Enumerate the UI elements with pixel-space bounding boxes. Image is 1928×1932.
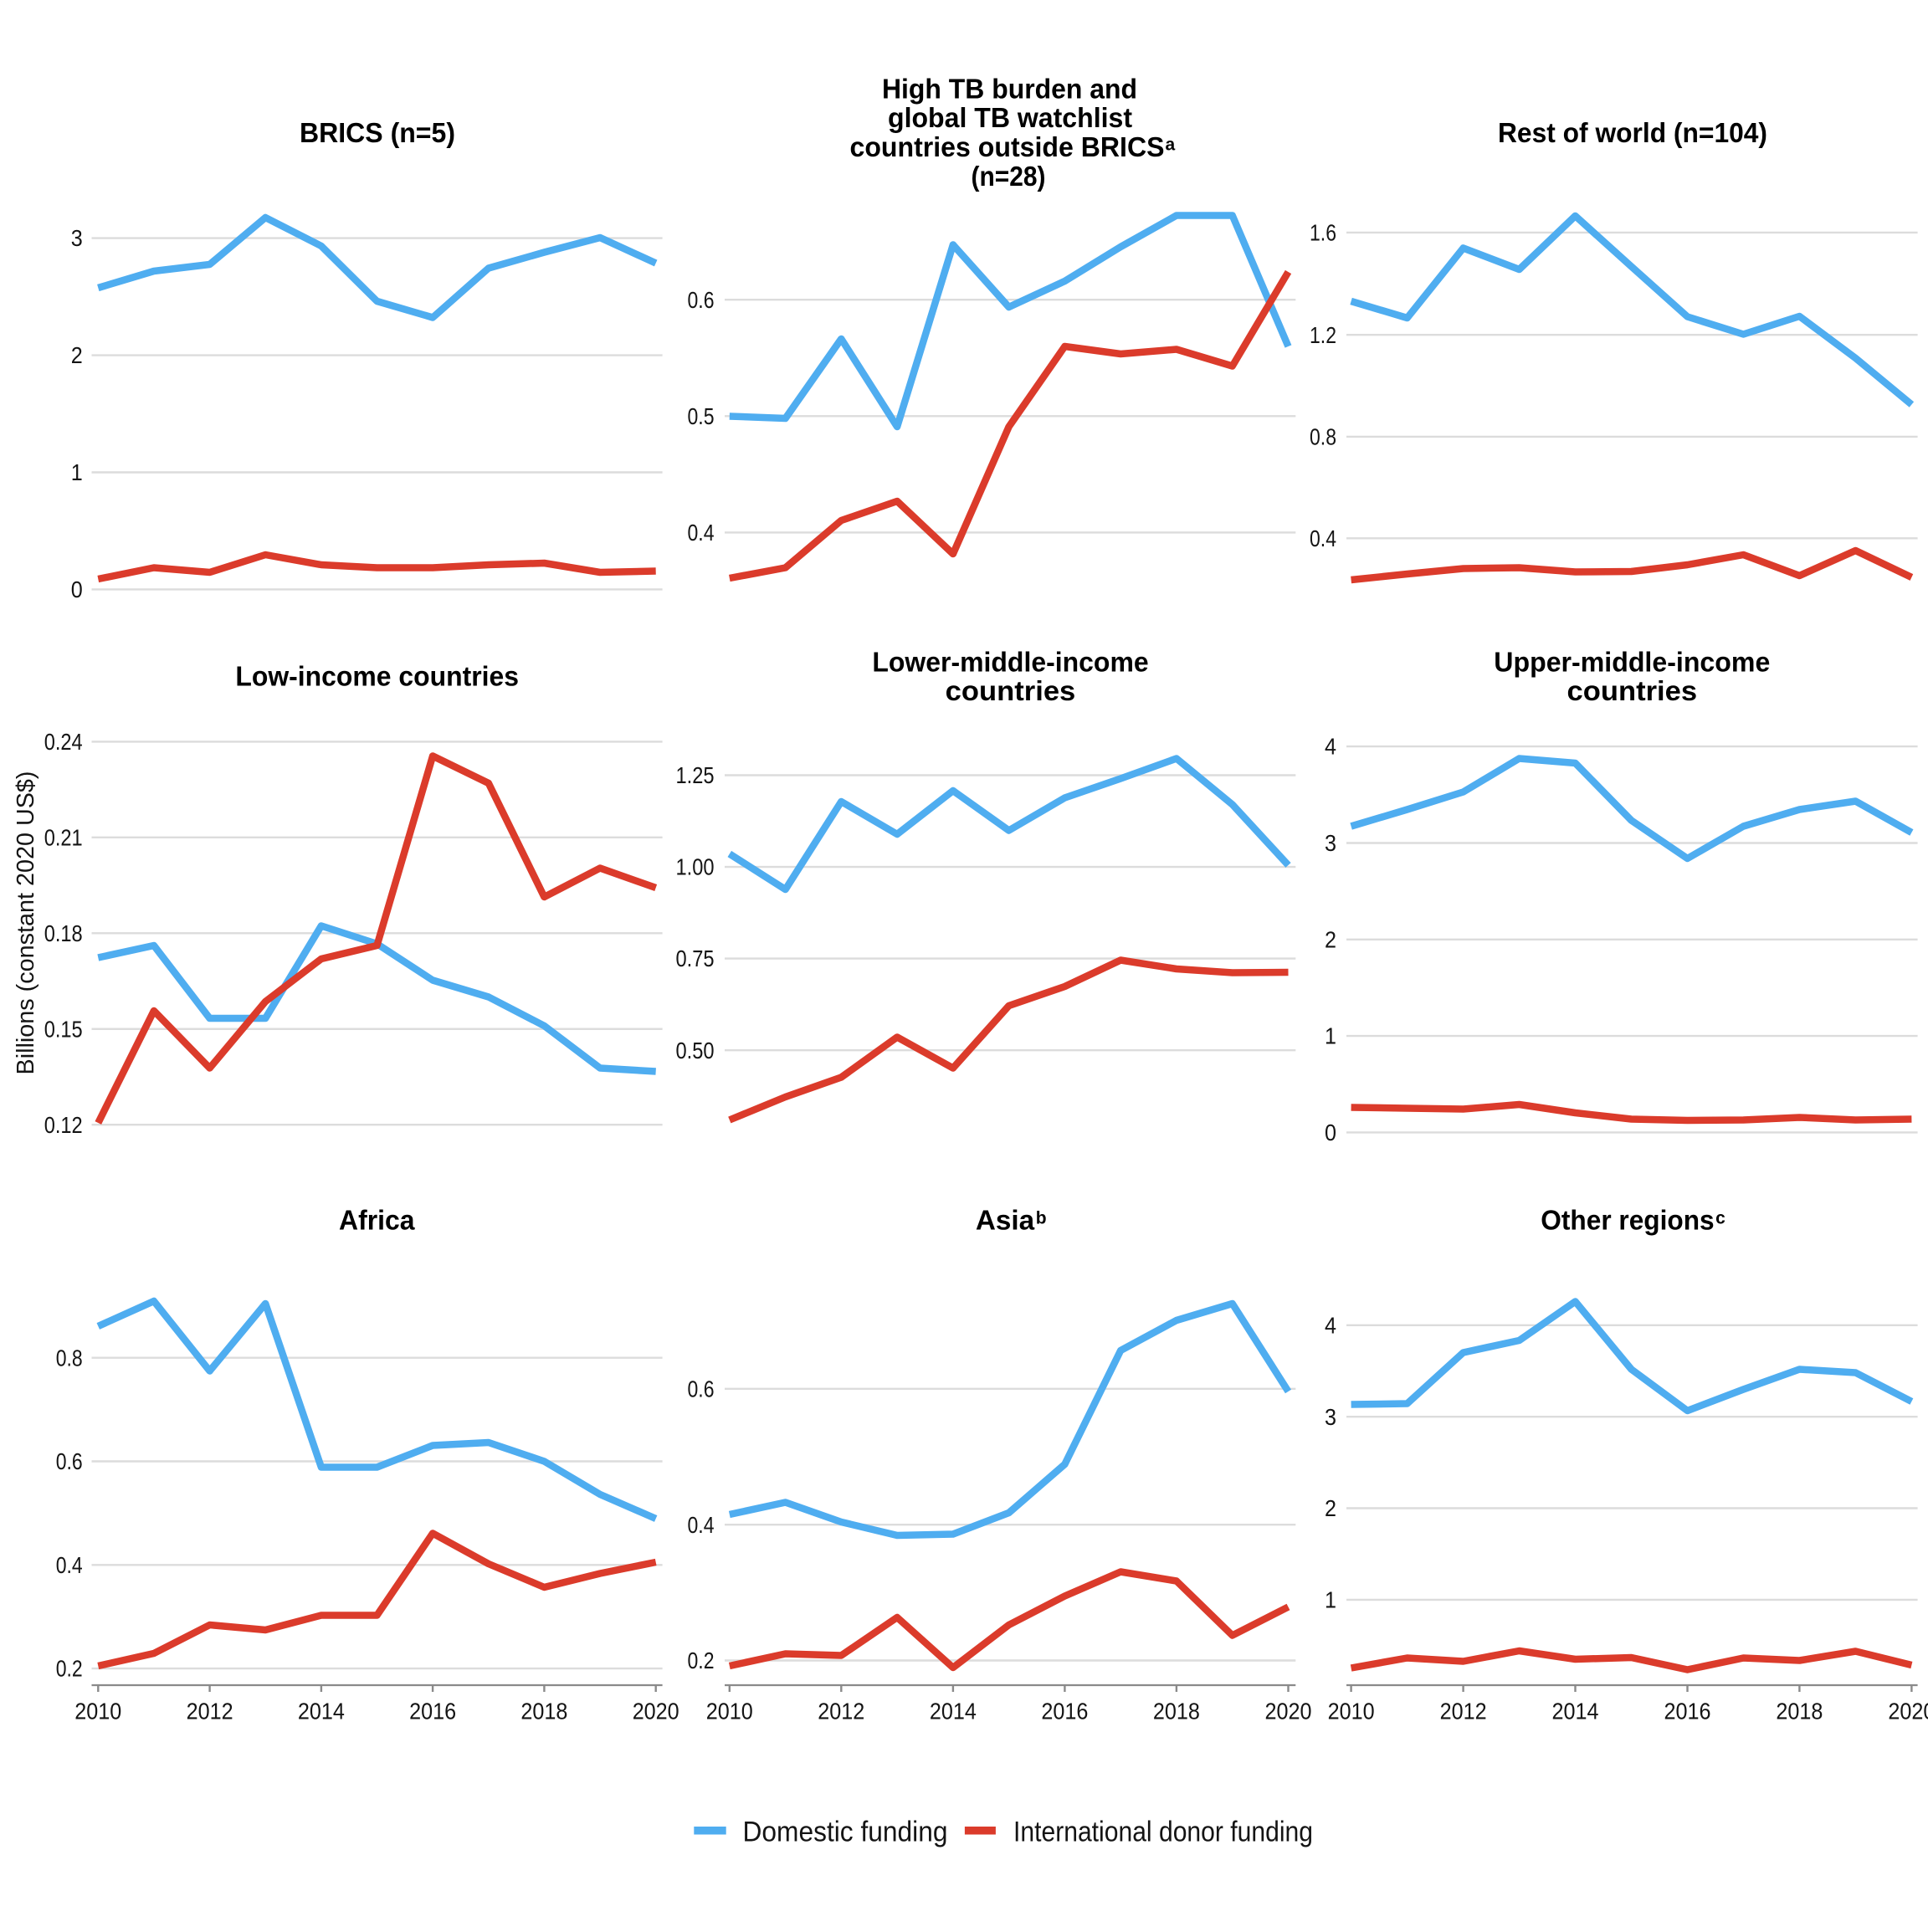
svg-text:2018: 2018 xyxy=(520,1699,567,1724)
svg-text:2012: 2012 xyxy=(818,1699,864,1724)
svg-text:0.4: 0.4 xyxy=(688,1512,715,1538)
svg-text:0.6: 0.6 xyxy=(688,1376,715,1402)
svg-text:BRICS (n=5): BRICS (n=5) xyxy=(300,117,455,148)
svg-text:0: 0 xyxy=(1325,1120,1336,1145)
svg-text:3: 3 xyxy=(1325,1404,1336,1430)
svg-text:0.2: 0.2 xyxy=(56,1656,83,1682)
svg-text:0.8: 0.8 xyxy=(1310,424,1336,450)
svg-text:Domestic funding: Domestic funding xyxy=(743,1817,948,1848)
svg-text:1: 1 xyxy=(1325,1587,1336,1613)
svg-text:3: 3 xyxy=(71,225,83,251)
svg-text:0.8: 0.8 xyxy=(56,1345,83,1371)
svg-text:2020: 2020 xyxy=(1888,1699,1928,1724)
svg-text:(n=28): (n=28) xyxy=(972,161,1046,192)
svg-text:1.2: 1.2 xyxy=(1310,322,1336,348)
svg-text:2014: 2014 xyxy=(298,1699,345,1724)
svg-text:0.18: 0.18 xyxy=(44,920,83,946)
svg-text:2014: 2014 xyxy=(1552,1699,1599,1724)
svg-text:Low-income countries: Low-income countries xyxy=(235,661,519,692)
svg-text:0.6: 0.6 xyxy=(688,287,715,313)
svg-text:2010: 2010 xyxy=(706,1699,753,1724)
svg-text:1.25: 1.25 xyxy=(676,762,715,788)
svg-text:2014: 2014 xyxy=(930,1699,977,1724)
svg-text:0.4: 0.4 xyxy=(1310,525,1336,551)
svg-text:2: 2 xyxy=(71,342,83,368)
svg-text:Other regions: Other regions xyxy=(1541,1205,1714,1236)
svg-text:c: c xyxy=(1715,1208,1725,1227)
svg-text:0.50: 0.50 xyxy=(676,1038,715,1063)
svg-text:2012: 2012 xyxy=(187,1699,233,1724)
svg-text:countries outside BRICS: countries outside BRICS xyxy=(850,131,1165,162)
svg-text:1: 1 xyxy=(1325,1023,1336,1049)
svg-text:countries: countries xyxy=(946,675,1076,706)
svg-text:global TB watchlist: global TB watchlist xyxy=(888,102,1132,133)
svg-text:3: 3 xyxy=(1325,830,1336,856)
svg-text:Africa: Africa xyxy=(339,1205,415,1236)
svg-text:a: a xyxy=(1166,136,1176,155)
svg-text:2016: 2016 xyxy=(1041,1699,1088,1724)
svg-text:2012: 2012 xyxy=(1440,1699,1487,1724)
svg-text:4: 4 xyxy=(1325,734,1336,760)
svg-text:Billions (constant 2020 US$): Billions (constant 2020 US$) xyxy=(13,771,39,1075)
svg-text:2016: 2016 xyxy=(1664,1699,1711,1724)
svg-text:0.6: 0.6 xyxy=(56,1448,83,1474)
svg-text:2010: 2010 xyxy=(1328,1699,1375,1724)
svg-text:0.12: 0.12 xyxy=(44,1112,83,1138)
svg-text:Lower-middle-income: Lower-middle-income xyxy=(872,646,1148,677)
svg-text:International donor funding: International donor funding xyxy=(1013,1817,1313,1848)
svg-text:2020: 2020 xyxy=(633,1699,679,1724)
svg-text:1.00: 1.00 xyxy=(676,854,715,880)
svg-text:2: 2 xyxy=(1325,1495,1336,1521)
svg-text:countries: countries xyxy=(1567,675,1698,706)
svg-text:2010: 2010 xyxy=(74,1699,121,1724)
svg-text:1.6: 1.6 xyxy=(1310,220,1336,246)
svg-text:0.21: 0.21 xyxy=(44,824,83,850)
svg-text:0.4: 0.4 xyxy=(688,520,715,546)
svg-text:b: b xyxy=(1036,1208,1047,1227)
svg-text:1: 1 xyxy=(71,459,83,485)
svg-text:0: 0 xyxy=(71,577,83,602)
svg-text:4: 4 xyxy=(1325,1312,1336,1338)
svg-text:0.2: 0.2 xyxy=(688,1648,715,1673)
svg-text:2018: 2018 xyxy=(1776,1699,1823,1724)
svg-text:Rest of world (n=104): Rest of world (n=104) xyxy=(1498,117,1767,148)
svg-text:0.24: 0.24 xyxy=(44,729,83,755)
svg-text:2020: 2020 xyxy=(1265,1699,1312,1724)
svg-text:0.75: 0.75 xyxy=(676,946,715,971)
svg-text:Asia: Asia xyxy=(976,1205,1035,1236)
svg-text:0.15: 0.15 xyxy=(44,1016,83,1042)
svg-text:0.4: 0.4 xyxy=(56,1552,83,1578)
svg-text:0.5: 0.5 xyxy=(688,403,715,429)
svg-text:2: 2 xyxy=(1325,926,1336,952)
svg-text:High TB burden and: High TB burden and xyxy=(882,73,1137,104)
svg-text:2016: 2016 xyxy=(409,1699,456,1724)
svg-text:2018: 2018 xyxy=(1153,1699,1200,1724)
svg-text:Upper-middle-income: Upper-middle-income xyxy=(1494,646,1770,677)
